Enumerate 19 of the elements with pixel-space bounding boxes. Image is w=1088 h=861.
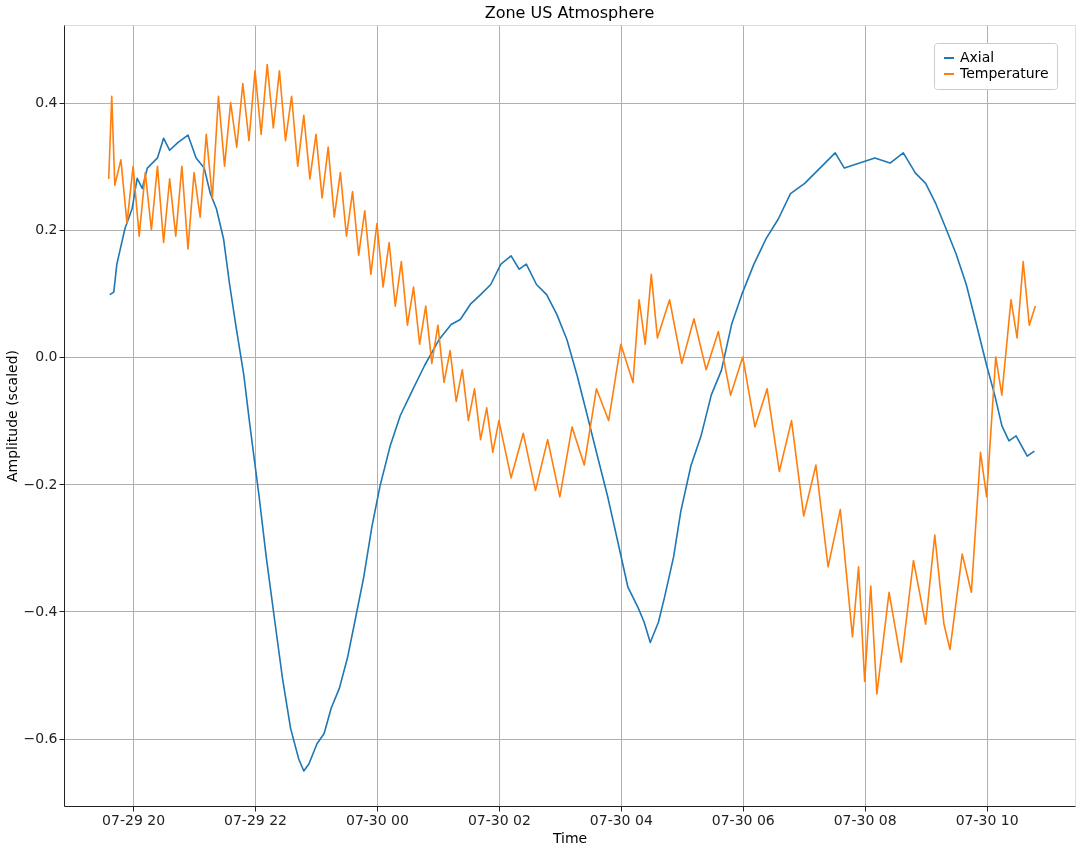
y-tick-label: 0.4 xyxy=(35,94,58,111)
x-tick-label: 07-30 08 xyxy=(833,811,897,828)
legend-label: Axial xyxy=(960,49,995,65)
x-tick-label: 07-30 04 xyxy=(589,811,653,828)
x-tick-label: 07-30 00 xyxy=(345,811,409,828)
x-tick-label: 07-29 22 xyxy=(224,811,287,828)
y-tick-label: −0.4 xyxy=(23,602,58,619)
x-tick-label: 07-30 06 xyxy=(711,811,775,828)
x-tick-label: 07-30 10 xyxy=(955,811,1019,828)
chart-title: Zone US Atmosphere xyxy=(484,3,655,22)
x-tick-label: 07-29 20 xyxy=(102,811,166,828)
y-axis-title: Amplitude (scaled) xyxy=(3,349,20,483)
y-tick-label: 0.2 xyxy=(35,221,58,238)
y-tick-label: −0.6 xyxy=(23,730,58,747)
legend-label: Temperature xyxy=(959,65,1049,81)
y-tick-label: −0.2 xyxy=(23,475,58,492)
x-tick-label: 07-30 02 xyxy=(467,811,531,828)
x-axis-title: Time xyxy=(551,829,588,846)
y-tick-label: 0.0 xyxy=(35,348,58,365)
